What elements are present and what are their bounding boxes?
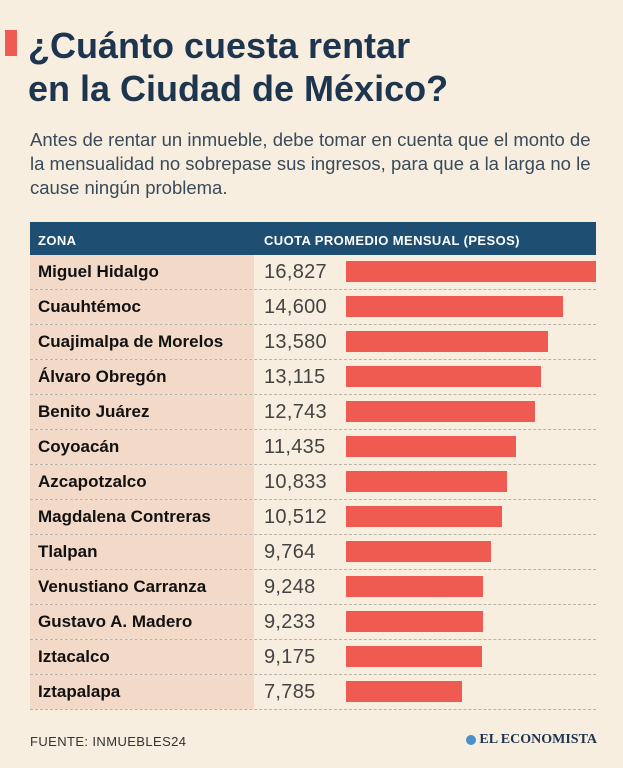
value-bar [346,331,548,352]
value-label: 11,435 [264,436,326,458]
table-row: Cuauhtémoc 14,600 [30,290,596,325]
value-bar [346,366,541,387]
table-row: Benito Juárez 12,743 [30,395,596,430]
header-zona: Zona [38,233,77,248]
table-row: Azcapotzalco 10,833 [30,465,596,500]
zone-label: Cuauhtémoc [30,290,254,324]
page-title: ¿Cuánto cuesta rentar en la Ciudad de Mé… [28,24,608,110]
value-label: 10,512 [264,506,327,528]
header-cuota: Cuota promedio mensual (Pesos) [264,233,520,248]
table-row: Miguel Hidalgo 16,827 [30,255,596,290]
table-rows: Miguel Hidalgo 16,827 Cuauhtémoc 14,600 Cuaj… [30,255,596,710]
value-label: 9,764 [264,541,316,563]
value-label: 16,827 [264,261,327,283]
table-row: Tlalpan 9,764 [30,535,596,570]
source-note: FUENTE: INMUEBLES24 [30,734,187,749]
value-bar [346,471,507,492]
table-row: Magdalena Contreras 10,512 [30,500,596,535]
title-line-1: ¿Cuánto cuesta rentar [28,25,411,66]
subtitle: Antes de rentar un inmueble, debe tomar … [30,129,591,198]
value-label: 7,785 [264,681,316,703]
table-row: Cuajimalpa de Morelos 13,580 [30,325,596,360]
zone-label: Coyoacán [30,430,254,464]
zone-label: Cuajimalpa de Morelos [30,325,254,359]
zone-label: Gustavo A. Madero [30,605,254,639]
rent-chart-table: Zona Cuota promedio mensual (Pesos) Migu… [30,222,596,710]
value-label: 12,743 [264,401,327,423]
value-label: 9,233 [264,611,316,633]
zone-label: Venustiano Carranza [30,570,254,604]
table-row: Iztacalco 9,175 [30,640,596,675]
value-bar [346,401,536,422]
value-bar [346,296,563,317]
value-label: 13,580 [264,331,327,353]
brand-name: EL ECONOMISTA [479,732,597,747]
value-label: 13,115 [264,366,326,388]
zone-label: Iztacalco [30,640,254,674]
value-label: 9,248 [264,576,316,598]
table-row: Coyoacán 11,435 [30,430,596,465]
value-bar [346,436,516,457]
value-bar [346,261,596,282]
zone-label: Iztapalapa [30,675,254,709]
value-bar [346,506,503,527]
title-accent-bar [5,30,17,56]
zone-label: Azcapotzalco [30,465,254,499]
table-row: Álvaro Obregón 13,115 [30,360,596,395]
table-header: Zona Cuota promedio mensual (Pesos) [30,222,596,255]
brand-logo: EL ECONOMISTA [466,732,597,748]
zone-label: Tlalpan [30,535,254,569]
value-bar [346,611,484,632]
table-row: Gustavo A. Madero 9,233 [30,605,596,640]
table-row: Iztapalapa 7,785 [30,675,596,710]
zone-label: Magdalena Contreras [30,500,254,534]
zone-label: Benito Juárez [30,395,254,429]
table-row: Venustiano Carranza 9,248 [30,570,596,605]
value-label: 10,833 [264,471,327,493]
title-line-2: en la Ciudad de México? [28,68,449,109]
value-bar [346,681,462,702]
brand-dot-icon [466,735,477,745]
value-bar [346,646,483,667]
value-bar [346,541,492,562]
zone-label: Miguel Hidalgo [30,255,254,289]
value-label: 14,600 [264,296,327,318]
value-bar [346,576,484,597]
zone-label: Álvaro Obregón [30,360,254,394]
value-label: 9,175 [264,646,316,668]
